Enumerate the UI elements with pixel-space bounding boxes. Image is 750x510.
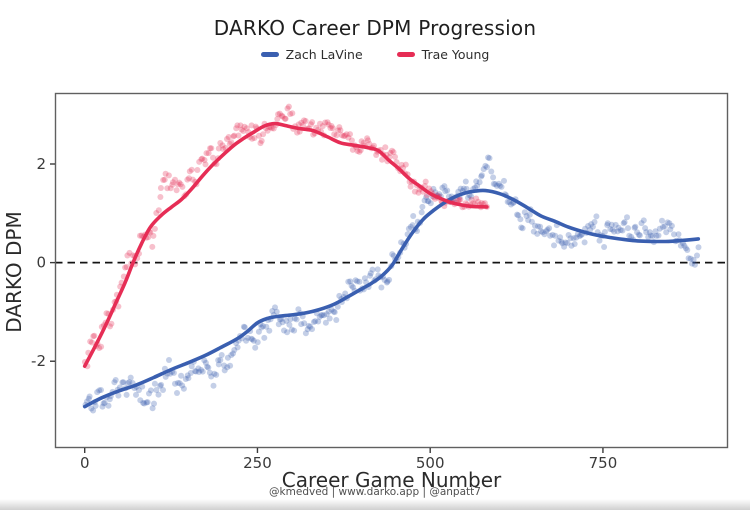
scatter-zach-lavine bbox=[82, 154, 702, 414]
y-tick-label: 2 bbox=[36, 155, 46, 173]
chart-title: DARKO Career DPM Progression bbox=[213, 16, 537, 40]
plot-data-layer bbox=[81, 103, 702, 414]
x-tick-label: 500 bbox=[416, 454, 445, 472]
legend-label-trae: Trae Young bbox=[421, 47, 490, 62]
legend-marker-zach-icon bbox=[260, 52, 279, 57]
legend-label-zach: Zach LaVine bbox=[285, 47, 363, 62]
trend-line-trae-young bbox=[82, 121, 489, 368]
x-tick-label: 250 bbox=[243, 454, 272, 472]
trend-line-zach-lavine bbox=[82, 188, 701, 409]
legend-marker-trae-icon bbox=[396, 52, 415, 57]
x-tick-label: 750 bbox=[589, 454, 618, 472]
y-axis-label: DARKO DPM bbox=[2, 211, 26, 333]
legend: Zach LaVine Trae Young bbox=[0, 47, 750, 62]
x-axis-label: Career Game Number bbox=[281, 468, 502, 492]
plot-border bbox=[54, 92, 729, 449]
x-tick-label: 0 bbox=[80, 454, 90, 472]
footer-credits: @kmedved | www.darko.app | @anpatt7 bbox=[269, 486, 481, 498]
y-tick-label: 0 bbox=[36, 254, 46, 272]
y-tick-label: -2 bbox=[31, 352, 46, 370]
legend-item-zach-lavine: Zach LaVine bbox=[260, 47, 363, 62]
legend-item-trae-young: Trae Young bbox=[396, 47, 490, 62]
